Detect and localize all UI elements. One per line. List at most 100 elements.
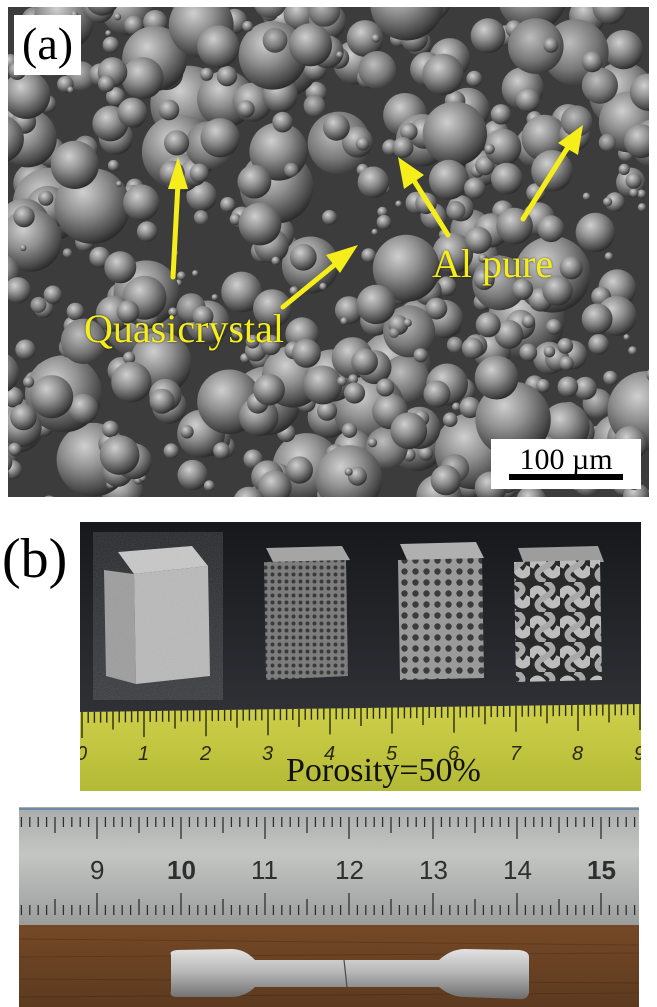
powder-particle	[559, 256, 583, 280]
powder-particle	[473, 268, 495, 290]
powder-particle	[494, 320, 524, 349]
powder-particle	[598, 133, 617, 152]
powder-particle	[114, 13, 122, 21]
powder-particle	[237, 164, 272, 199]
powder-particle	[413, 348, 428, 363]
powder-particle	[29, 375, 74, 419]
powder-particle	[629, 188, 639, 198]
powder-particle	[238, 21, 307, 90]
powder-particle	[478, 253, 488, 263]
powder-particle	[334, 296, 363, 325]
powder-particle	[163, 443, 179, 459]
powder-particle	[200, 67, 214, 81]
powder-particle	[186, 180, 217, 212]
powder-particle	[542, 275, 573, 306]
panel-a-label: (a)	[14, 15, 82, 75]
powder-particle	[231, 327, 244, 339]
powder-particle	[418, 445, 434, 461]
powder-particle	[508, 18, 564, 74]
powder-particle	[343, 382, 366, 404]
powder-particle	[461, 337, 484, 360]
powder-particle	[367, 438, 378, 448]
powder-particle	[376, 214, 392, 230]
powder-particle	[168, 307, 178, 317]
powder-particle	[624, 124, 649, 159]
powder-particle	[220, 197, 236, 213]
powder-particle	[253, 373, 285, 406]
powder-particles	[8, 7, 649, 497]
powder-particle	[102, 420, 119, 438]
powder-particle	[464, 177, 486, 199]
ruler-number: 9	[634, 743, 641, 765]
powder-particle	[323, 113, 350, 141]
powder-particle	[557, 376, 579, 398]
powder-particle	[581, 67, 619, 104]
powder-particle	[357, 166, 389, 198]
powder-particle	[229, 213, 242, 226]
powder-particle	[234, 486, 264, 497]
powder-particle	[38, 190, 54, 206]
powder-particle	[238, 202, 282, 246]
powder-particle	[370, 7, 444, 41]
powder-particle	[104, 251, 137, 284]
powder-particle	[341, 422, 358, 438]
powder-particle	[203, 480, 215, 492]
powder-particle	[271, 256, 281, 266]
powder-particle	[20, 244, 27, 252]
tensile-specimen-photo: 9 10 11 12 13 14 15	[19, 807, 639, 1007]
powder-particle	[581, 51, 603, 73]
powder-particle	[99, 435, 140, 475]
powder-particle	[336, 51, 344, 59]
porosity-label: Porosity=50%	[286, 752, 481, 789]
powder-particle	[581, 303, 613, 335]
dogbone-specimen	[170, 949, 529, 1000]
fine-lattice-cube	[264, 546, 350, 680]
powder-particle	[13, 205, 35, 228]
powder-particle	[115, 180, 123, 188]
powder-particle	[515, 87, 540, 113]
powder-particle	[543, 345, 556, 358]
powder-particle	[403, 318, 412, 327]
powder-particle	[430, 465, 461, 496]
powder-particle	[573, 376, 597, 400]
ruler-number: 3	[262, 743, 273, 765]
yellow-ruler: 0 1 2 3 4 5 6 7 8 9	[80, 704, 641, 791]
powder-particle	[446, 336, 463, 353]
powder-particle	[475, 312, 501, 338]
powder-particle	[192, 306, 214, 327]
powder-particle	[254, 7, 286, 19]
powder-particle	[43, 285, 62, 304]
lattice-cubes-photo: 0 1 2 3 4 5 6 7 8 9 Porosity=50%	[80, 522, 641, 791]
powder-particle	[400, 122, 418, 141]
yellow-arrows	[168, 125, 583, 310]
powder-particle	[432, 232, 474, 274]
sem-micrograph-panel: (a) Quasicrystal Al pure 100 µm	[8, 7, 649, 497]
ruler-number: 7	[510, 743, 522, 765]
powder-particle	[284, 162, 299, 177]
powder-particle	[490, 162, 523, 195]
powder-particle	[62, 248, 72, 258]
powder-particle	[351, 348, 378, 376]
powder-particle	[10, 403, 37, 431]
powder-particle	[193, 210, 209, 225]
powder-particle	[30, 296, 47, 313]
powder-particle	[237, 100, 255, 118]
powder-particle	[288, 23, 333, 67]
powder-particle	[253, 289, 292, 328]
powder-particle	[68, 393, 99, 425]
scale-bar-line	[509, 474, 623, 480]
powder-particle	[521, 114, 568, 162]
powder-particle	[557, 338, 574, 354]
powder-particle	[272, 111, 293, 133]
powder-particle	[452, 402, 461, 411]
powder-particle	[344, 467, 353, 476]
powder-particle	[303, 94, 326, 117]
powder-particle	[422, 53, 464, 96]
powder-particle	[603, 370, 618, 386]
powder-particle	[519, 343, 538, 362]
powder-particle	[180, 425, 194, 439]
powder-particle	[604, 252, 614, 261]
powder-particle	[337, 376, 347, 387]
powder-particle	[459, 396, 481, 419]
powder-particle	[605, 192, 625, 212]
